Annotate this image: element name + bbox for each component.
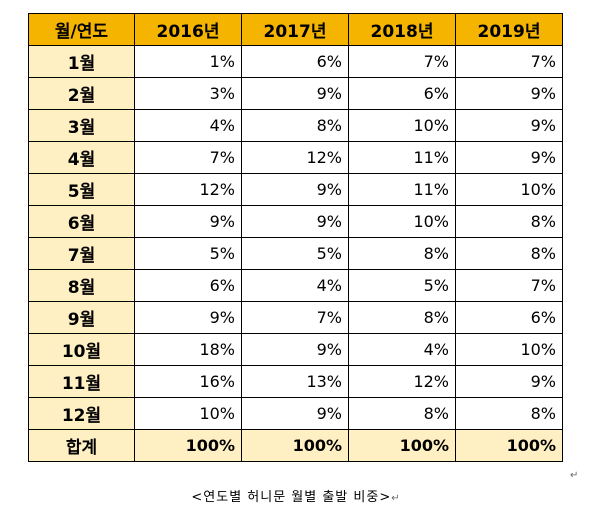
value-cell: 16%	[134, 365, 242, 398]
table-row: 4월 7% 12% 11% 9%	[28, 141, 563, 174]
value-cell: 7%	[241, 301, 349, 334]
value-cell: 5%	[134, 237, 242, 270]
value-cell: 5%	[241, 237, 349, 270]
value-cell: 18%	[134, 333, 242, 366]
value-cell: 10%	[455, 333, 563, 366]
value-cell: 8%	[455, 237, 563, 270]
month-cell: 3월	[28, 109, 135, 142]
header-2017: 2017년	[241, 13, 349, 46]
table-row: 6월 9% 9% 10% 8%	[28, 205, 563, 238]
value-cell: 6%	[455, 301, 563, 334]
honeymoon-departure-table: 월/연도 2016년 2017년 2018년 2019년 1월 1% 6% 7%…	[28, 13, 563, 462]
month-cell: 9월	[28, 301, 135, 334]
month-cell: 6월	[28, 205, 135, 238]
value-cell: 5%	[348, 269, 456, 302]
caption-text: <연도별 허니문 월별 출발 비중>	[191, 490, 392, 505]
value-cell: 9%	[241, 205, 349, 238]
total-value-cell: 100%	[241, 429, 349, 462]
month-cell: 4월	[28, 141, 135, 174]
month-cell: 1월	[28, 45, 135, 78]
value-cell: 6%	[134, 269, 242, 302]
value-cell: 9%	[455, 365, 563, 398]
value-cell: 4%	[134, 109, 242, 142]
value-cell: 9%	[241, 397, 349, 430]
value-cell: 9%	[455, 141, 563, 174]
table-row: 11월 16% 13% 12% 9%	[28, 365, 563, 398]
value-cell: 9%	[134, 205, 242, 238]
value-cell: 11%	[348, 141, 456, 174]
value-cell: 8%	[241, 109, 349, 142]
value-cell: 7%	[455, 269, 563, 302]
value-cell: 8%	[348, 237, 456, 270]
value-cell: 12%	[134, 173, 242, 206]
paragraph-return-icon: ↵	[570, 470, 579, 481]
value-cell: 10%	[134, 397, 242, 430]
value-cell: 7%	[348, 45, 456, 78]
value-cell: 3%	[134, 77, 242, 110]
total-value-cell: 100%	[134, 429, 242, 462]
table-row: 12월 10% 9% 8% 8%	[28, 397, 563, 430]
value-cell: 4%	[348, 333, 456, 366]
table-row: 10월 18% 9% 4% 10%	[28, 333, 563, 366]
month-cell: 7월	[28, 237, 135, 270]
value-cell: 8%	[348, 397, 456, 430]
month-cell: 12월	[28, 397, 135, 430]
table-row: 5월 12% 9% 11% 10%	[28, 173, 563, 206]
table-row: 8월 6% 4% 5% 7%	[28, 269, 563, 302]
total-value-cell: 100%	[455, 429, 563, 462]
month-cell: 11월	[28, 365, 135, 398]
value-cell: 7%	[134, 141, 242, 174]
value-cell: 12%	[348, 365, 456, 398]
value-cell: 6%	[348, 77, 456, 110]
value-cell: 12%	[241, 141, 349, 174]
value-cell: 10%	[455, 173, 563, 206]
value-cell: 9%	[241, 77, 349, 110]
table-row: 2월 3% 9% 6% 9%	[28, 77, 563, 110]
value-cell: 13%	[241, 365, 349, 398]
table-row: 1월 1% 6% 7% 7%	[28, 45, 563, 78]
paragraph-return-icon: ↵	[391, 493, 401, 504]
total-value-cell: 100%	[348, 429, 456, 462]
header-month-year: 월/연도	[28, 13, 135, 46]
value-cell: 7%	[455, 45, 563, 78]
value-cell: 8%	[348, 301, 456, 334]
value-cell: 6%	[241, 45, 349, 78]
table-row: 9월 9% 7% 8% 6%	[28, 301, 563, 334]
value-cell: 1%	[134, 45, 242, 78]
total-row: 합계 100% 100% 100% 100%	[28, 429, 563, 462]
value-cell: 8%	[455, 397, 563, 430]
value-cell: 11%	[348, 173, 456, 206]
value-cell: 9%	[241, 333, 349, 366]
month-cell: 10월	[28, 333, 135, 366]
value-cell: 9%	[455, 77, 563, 110]
header-2019: 2019년	[455, 13, 563, 46]
value-cell: 9%	[241, 173, 349, 206]
value-cell: 8%	[455, 205, 563, 238]
month-cell: 2월	[28, 77, 135, 110]
table-caption: <연도별 허니문 월별 출발 비중>↵	[0, 486, 592, 505]
value-cell: 9%	[134, 301, 242, 334]
header-2016: 2016년	[134, 13, 242, 46]
header-2018: 2018년	[348, 13, 456, 46]
month-cell: 5월	[28, 173, 135, 206]
month-cell: 8월	[28, 269, 135, 302]
value-cell: 9%	[455, 109, 563, 142]
header-row: 월/연도 2016년 2017년 2018년 2019년	[28, 13, 563, 46]
table-row: 7월 5% 5% 8% 8%	[28, 237, 563, 270]
value-cell: 4%	[241, 269, 349, 302]
table-row: 3월 4% 8% 10% 9%	[28, 109, 563, 142]
value-cell: 10%	[348, 109, 456, 142]
value-cell: 10%	[348, 205, 456, 238]
total-label-cell: 합계	[28, 429, 135, 462]
